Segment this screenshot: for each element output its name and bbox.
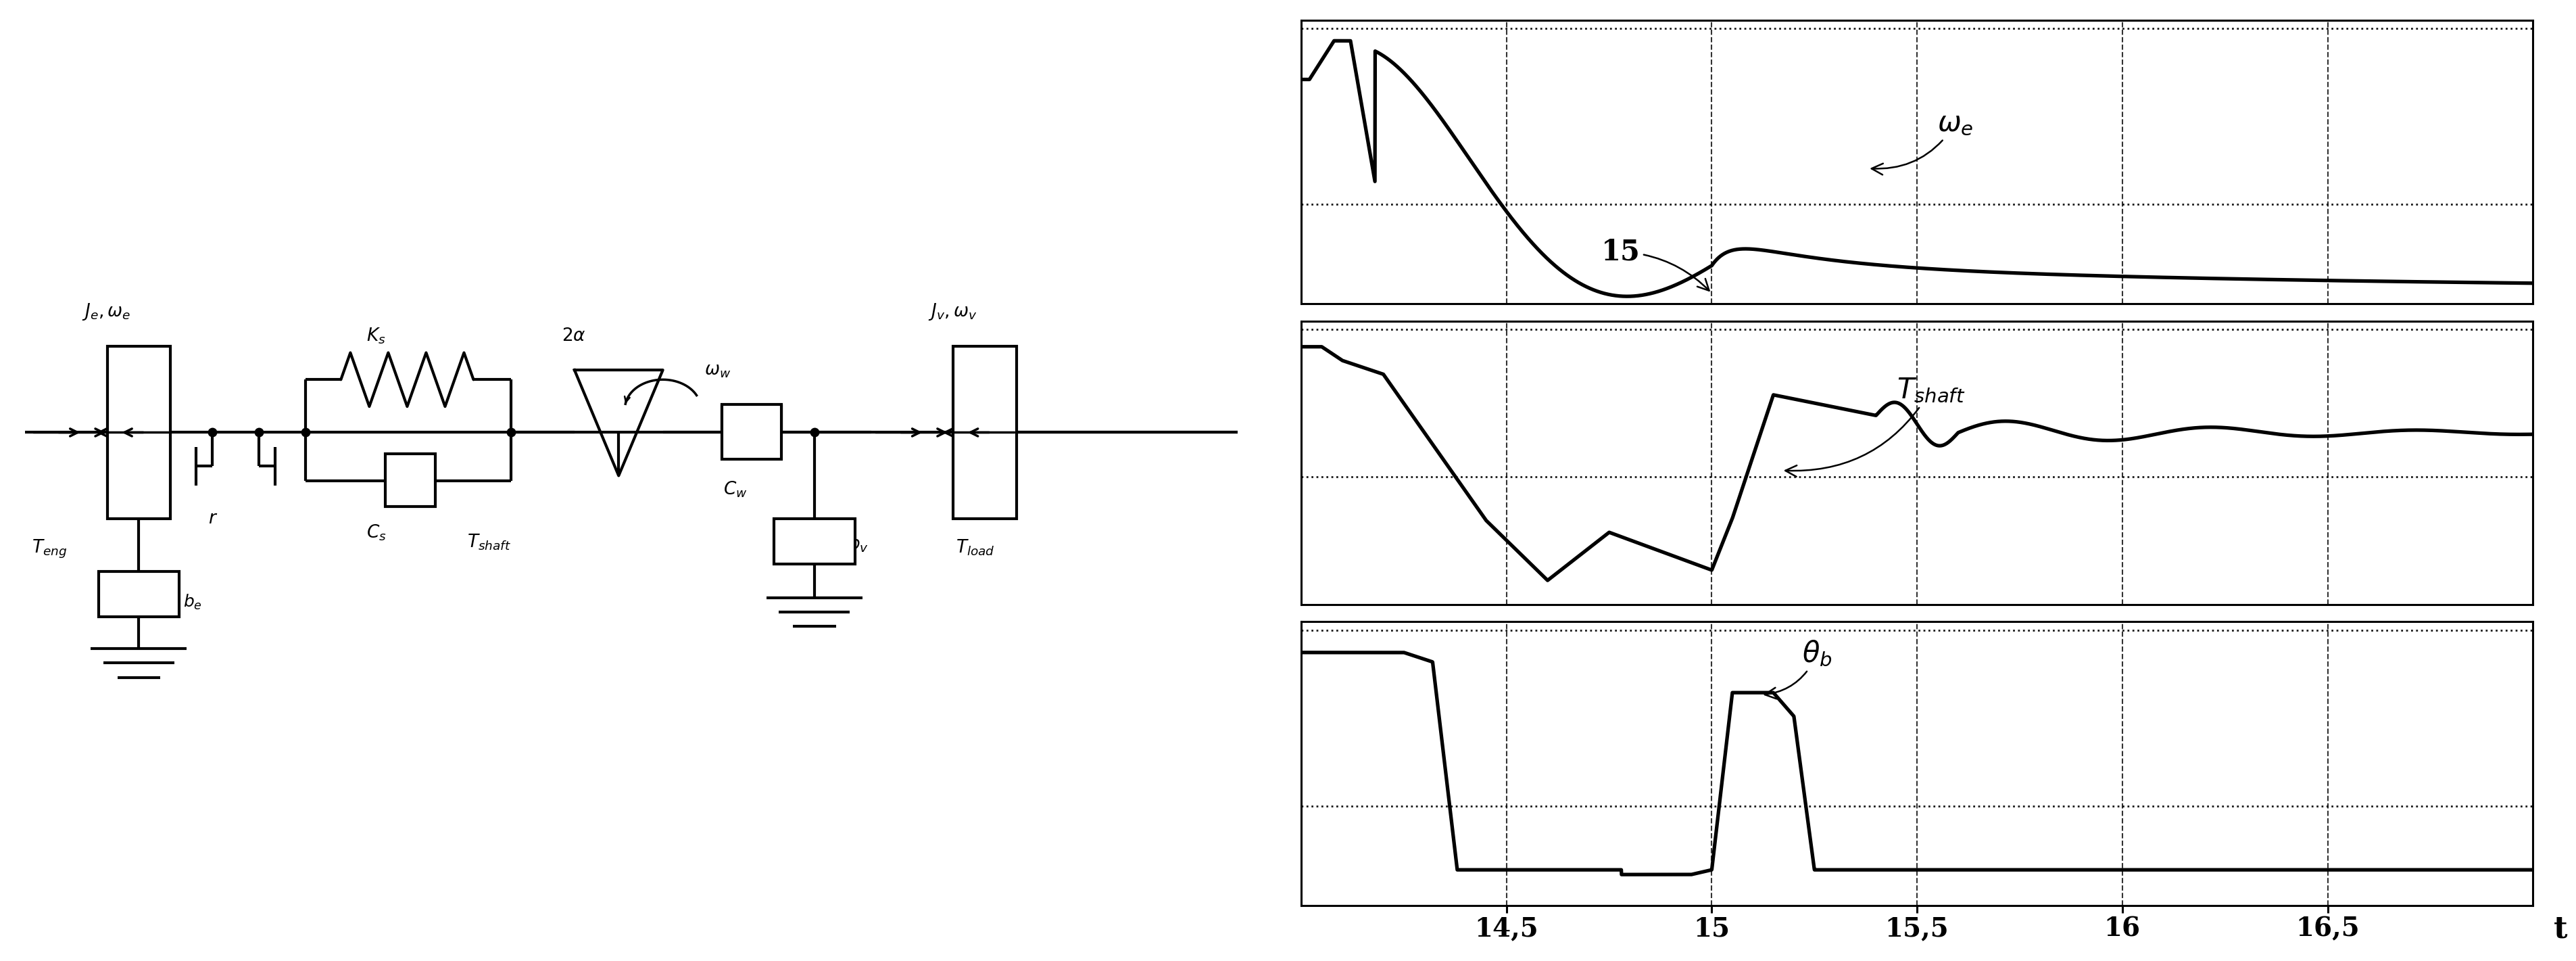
Bar [98, 572, 180, 617]
Text: $J_v, \omega_v$: $J_v, \omega_v$ [927, 302, 976, 322]
Text: $T_{load}$: $T_{load}$ [956, 538, 994, 557]
Text: $b_v$: $b_v$ [848, 535, 868, 554]
Text: $r$: $r$ [209, 510, 219, 528]
Text: $K_s$: $K_s$ [366, 327, 386, 346]
Bar [953, 346, 1015, 519]
Bar [108, 346, 170, 519]
Text: $T_{eng}$: $T_{eng}$ [31, 538, 67, 559]
Text: $b_e$: $b_e$ [183, 593, 201, 611]
Bar [384, 454, 435, 506]
Text: $\theta_b$: $\theta_b$ [1765, 639, 1832, 699]
Text: 15: 15 [1600, 237, 1708, 290]
Bar [721, 405, 781, 459]
Text: t: t [2553, 915, 2566, 944]
Text: $T_{shaft}$: $T_{shaft}$ [1785, 376, 1965, 477]
Text: $\omega_w$: $\omega_w$ [703, 362, 732, 380]
Text: $J_e, \omega_e$: $J_e, \omega_e$ [82, 302, 131, 322]
Text: $C_w$: $C_w$ [724, 481, 747, 500]
Text: $\omega_e$: $\omega_e$ [1870, 109, 1973, 175]
Text: $T_{shaft}$: $T_{shaft}$ [466, 533, 510, 553]
Bar [773, 519, 855, 564]
Text: $C_s$: $C_s$ [366, 524, 386, 543]
Text: $2\alpha$: $2\alpha$ [562, 328, 585, 345]
